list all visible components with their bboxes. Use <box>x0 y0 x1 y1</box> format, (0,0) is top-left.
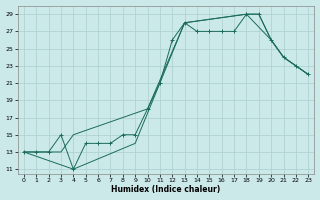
X-axis label: Humidex (Indice chaleur): Humidex (Indice chaleur) <box>111 185 221 194</box>
